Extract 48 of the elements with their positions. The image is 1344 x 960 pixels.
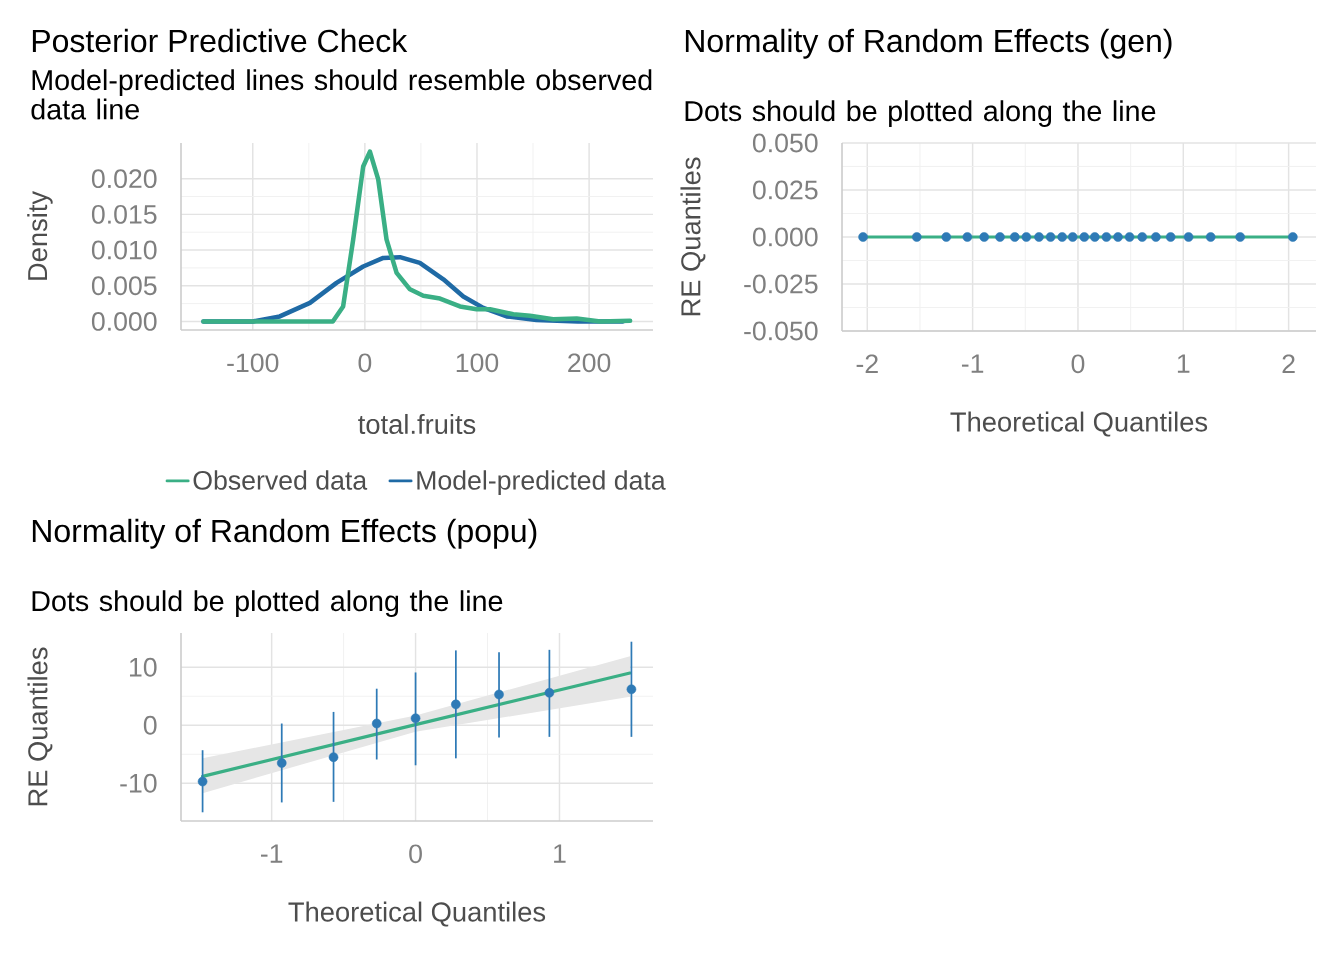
legend-label: Model-predicted data bbox=[417, 470, 666, 496]
x-tick-label: 0 bbox=[1071, 354, 1085, 374]
chart-subtitle: Dots should be plotted along the line bbox=[685, 100, 1156, 127]
y-tick-label: 0.015 bbox=[91, 204, 157, 224]
x-tick-label: 1 bbox=[1177, 354, 1190, 373]
x-tick-label: -1 bbox=[961, 354, 984, 373]
y-tick-label: -0.025 bbox=[744, 274, 818, 294]
y-tick-label: 0.000 bbox=[91, 312, 157, 331]
y-axis-title: Density bbox=[27, 190, 53, 280]
point bbox=[544, 687, 555, 698]
y-tick-label: -0.050 bbox=[744, 321, 818, 341]
point bbox=[410, 713, 421, 724]
point bbox=[276, 758, 287, 768]
x-axis-title: Theoretical Quantiles bbox=[950, 411, 1208, 437]
point bbox=[371, 718, 382, 729]
legend-label: Observed data bbox=[193, 470, 368, 490]
point bbox=[451, 699, 461, 710]
y-tick-label: 0.050 bbox=[752, 133, 818, 153]
chart-title: Normality of Random Effects (gen) bbox=[685, 28, 1172, 59]
point bbox=[328, 752, 339, 762]
x-tick-label: 0 bbox=[358, 353, 372, 373]
x-tick-label: 100 bbox=[456, 353, 499, 373]
y-tick-label: 0.005 bbox=[91, 276, 157, 296]
y-tick-label: 0.020 bbox=[91, 169, 157, 189]
y-tick-label: 0.025 bbox=[752, 180, 818, 200]
x-tick-label: 2 bbox=[1282, 354, 1295, 373]
point bbox=[494, 689, 504, 700]
x-tick-label: -2 bbox=[856, 354, 878, 373]
chart-subtitle: Model-predicted lines should resemble observed data line bbox=[31, 69, 652, 120]
chart-title: Posterior Predictive Check bbox=[32, 28, 408, 53]
y-tick-label: 0 bbox=[143, 715, 157, 735]
point bbox=[197, 776, 208, 787]
y-tick-label: -10 bbox=[120, 773, 157, 793]
point bbox=[626, 684, 637, 695]
x-tick-label: 200 bbox=[568, 353, 611, 373]
y-axis-title: RE Quantiles bbox=[27, 647, 53, 806]
x-axis-title: Theoretical Quantiles bbox=[288, 901, 546, 927]
y-tick-label: 10 bbox=[129, 657, 157, 677]
x-tick-label: -100 bbox=[227, 353, 279, 373]
x-tick-label: -1 bbox=[261, 844, 283, 863]
y-axis-title: RE Quantiles bbox=[680, 157, 706, 316]
x-tick-label: 1 bbox=[554, 844, 566, 863]
chart-subtitle: Dots should be plotted along the line bbox=[32, 590, 503, 617]
y-tick-label: 0.000 bbox=[752, 227, 818, 247]
y-tick-label: 0.010 bbox=[91, 240, 157, 260]
x-axis-title: total.fruits bbox=[358, 413, 476, 435]
chart-title: Normality of Random Effects (popu) bbox=[32, 518, 537, 549]
x-tick-label: 0 bbox=[409, 844, 422, 864]
